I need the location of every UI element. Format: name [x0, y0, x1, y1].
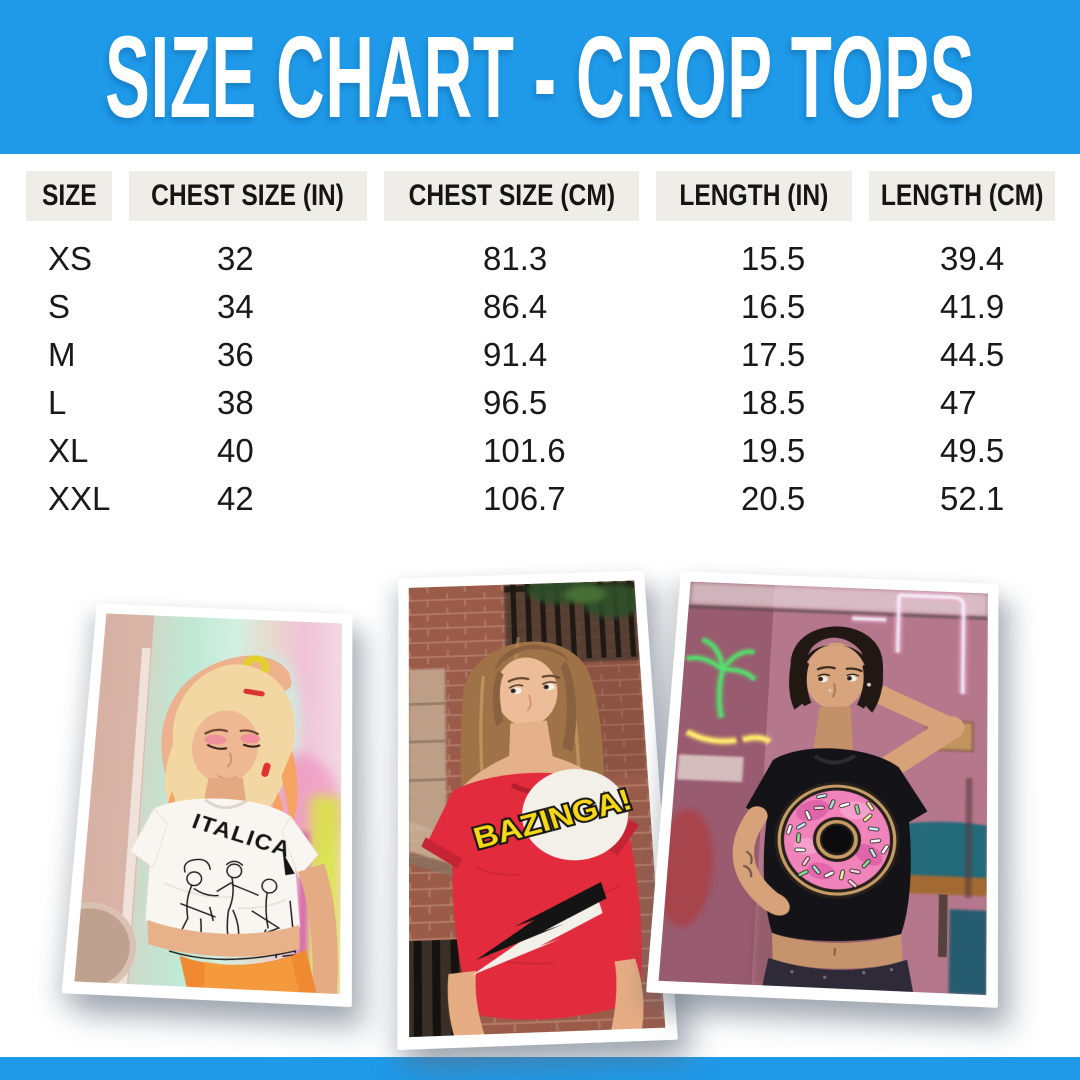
model-brunette: BAZINGA!	[421, 634, 647, 1036]
model-photo-italica: ITALICA	[61, 603, 353, 1008]
cell-length-in: 20.5	[741, 480, 806, 517]
cell-size: L	[48, 384, 67, 421]
cell-length-cm: 44.5	[940, 336, 1005, 373]
cell-length-cm: 49.5	[940, 432, 1005, 469]
cell-length-cm: 41.9	[940, 288, 1005, 325]
column-header-length-cm: LENGTH (CM)	[869, 171, 1055, 221]
footer-accent-bar	[0, 1057, 1080, 1080]
donut-graphic	[773, 781, 899, 900]
table-row: L 38 96.5 18.5 47	[26, 379, 1055, 427]
cell-length-cm: 52.1	[940, 480, 1005, 517]
cell-size: XS	[48, 240, 93, 277]
italica-photo-illustration: ITALICA	[74, 613, 342, 995]
cell-chest-cm: 106.7	[483, 480, 566, 517]
table-row: XL 40 101.6 19.5 49.5	[26, 427, 1055, 475]
cell-size: XL	[48, 432, 89, 469]
table-row: XXL 42 106.7 20.5 52.1	[26, 475, 1055, 523]
size-chart-table: SIZE CHEST SIZE (IN) CHEST SIZE (CM) LEN…	[26, 171, 1055, 523]
cell-length-in: 19.5	[741, 432, 806, 469]
bazinga-photo-illustration: BAZINGA!	[408, 580, 666, 1038]
column-header-chest-cm: CHEST SIZE (CM)	[384, 171, 639, 221]
title-banner: SIZE CHART - CROP TOPS	[0, 0, 1080, 154]
cell-chest-cm: 81.3	[483, 240, 548, 277]
cell-size: M	[48, 336, 76, 373]
cell-length-cm: 47	[940, 384, 977, 421]
bazinga-circle	[514, 761, 638, 869]
cell-chest-in: 34	[217, 288, 254, 325]
cell-length-cm: 39.4	[940, 240, 1005, 277]
table-row: XS 32 81.3 15.5 39.4	[26, 235, 1055, 283]
cell-chest-cm: 96.5	[483, 384, 548, 421]
cell-chest-in: 38	[217, 384, 254, 421]
model-dark-bob	[735, 624, 953, 992]
table-body: XS 32 81.3 15.5 39.4 S 34 86.4 16.5 41.9…	[26, 235, 1055, 523]
cell-chest-in: 42	[217, 480, 254, 517]
column-header-length-in: LENGTH (IN)	[656, 171, 852, 221]
column-header-chest-in: CHEST SIZE (IN)	[129, 171, 367, 221]
donut-photo-illustration	[658, 581, 988, 996]
cell-length-in: 17.5	[741, 336, 806, 373]
diner-booth	[889, 819, 987, 891]
cell-length-in: 16.5	[741, 288, 806, 325]
cell-size: S	[48, 288, 71, 325]
column-header-size: SIZE	[26, 171, 112, 221]
model-photo-donut	[646, 571, 999, 1008]
white-crop-top	[144, 795, 303, 939]
cell-chest-cm: 91.4	[483, 336, 548, 373]
cell-size: XXL	[48, 480, 111, 517]
cell-chest-in: 36	[217, 336, 254, 373]
cell-chest-cm: 86.4	[483, 288, 548, 325]
cell-length-in: 18.5	[741, 384, 806, 421]
model-photo-bazinga: BAZINGA!	[397, 570, 678, 1051]
table-row: S 34 86.4 16.5 41.9	[26, 283, 1055, 331]
cell-chest-cm: 101.6	[483, 432, 566, 469]
cell-chest-in: 40	[217, 432, 254, 469]
table-row: M 36 91.4 17.5 44.5	[26, 331, 1055, 379]
cell-length-in: 15.5	[741, 240, 806, 277]
model-blonde: ITALICA	[121, 654, 339, 995]
cell-chest-in: 32	[217, 240, 254, 277]
page-title: SIZE CHART - CROP TOPS	[104, 12, 976, 142]
table-header-row: SIZE CHEST SIZE (IN) CHEST SIZE (CM) LEN…	[26, 171, 1055, 221]
